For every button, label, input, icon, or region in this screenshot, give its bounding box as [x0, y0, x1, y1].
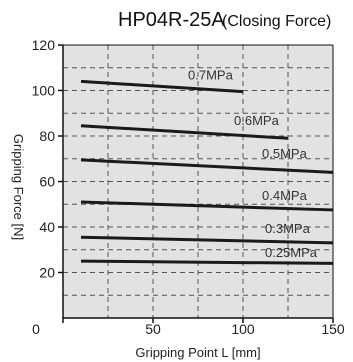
series-line-0.3MPa [80, 235, 334, 245]
series-line-0.7MPa [80, 79, 244, 94]
series-label-0.5MPa: 0.5MPa [262, 146, 308, 161]
chart-subtitle: (Closing Force) [222, 13, 331, 30]
x-tick-label: 100 [231, 321, 255, 337]
x-axis-label: Gripping Point L [mm] [135, 345, 260, 360]
series-line-0.6MPa [80, 124, 289, 140]
x-tick-label: 0 [32, 321, 40, 337]
series-label-0.6MPa: 0.6MPa [234, 113, 280, 128]
y-tick-label: 80 [39, 128, 55, 144]
y-tick-label: 60 [39, 174, 55, 190]
y-tick-label: 120 [32, 37, 56, 53]
series-label-0.3MPa: 0.3MPa [265, 221, 311, 236]
series-line-0.5MPa [80, 158, 334, 174]
y-tick-label: 40 [39, 219, 55, 235]
series-label-0.7MPa: 0.7MPa [188, 68, 234, 83]
x-tick-label: 150 [321, 321, 345, 337]
series-line-0.25MPa [80, 259, 334, 265]
y-tick-label: 100 [32, 83, 56, 99]
x-tick-label: 50 [145, 321, 161, 337]
series-line-0.4MPa [80, 200, 334, 212]
series-label-0.25MPa: 0.25MPa [265, 245, 318, 260]
chart-title: HP04R-25A [118, 9, 225, 31]
y-tick-label: 20 [39, 265, 55, 281]
y-axis-label: Gripping Force [N] [11, 134, 26, 240]
series-label-0.4MPa: 0.4MPa [262, 188, 308, 203]
